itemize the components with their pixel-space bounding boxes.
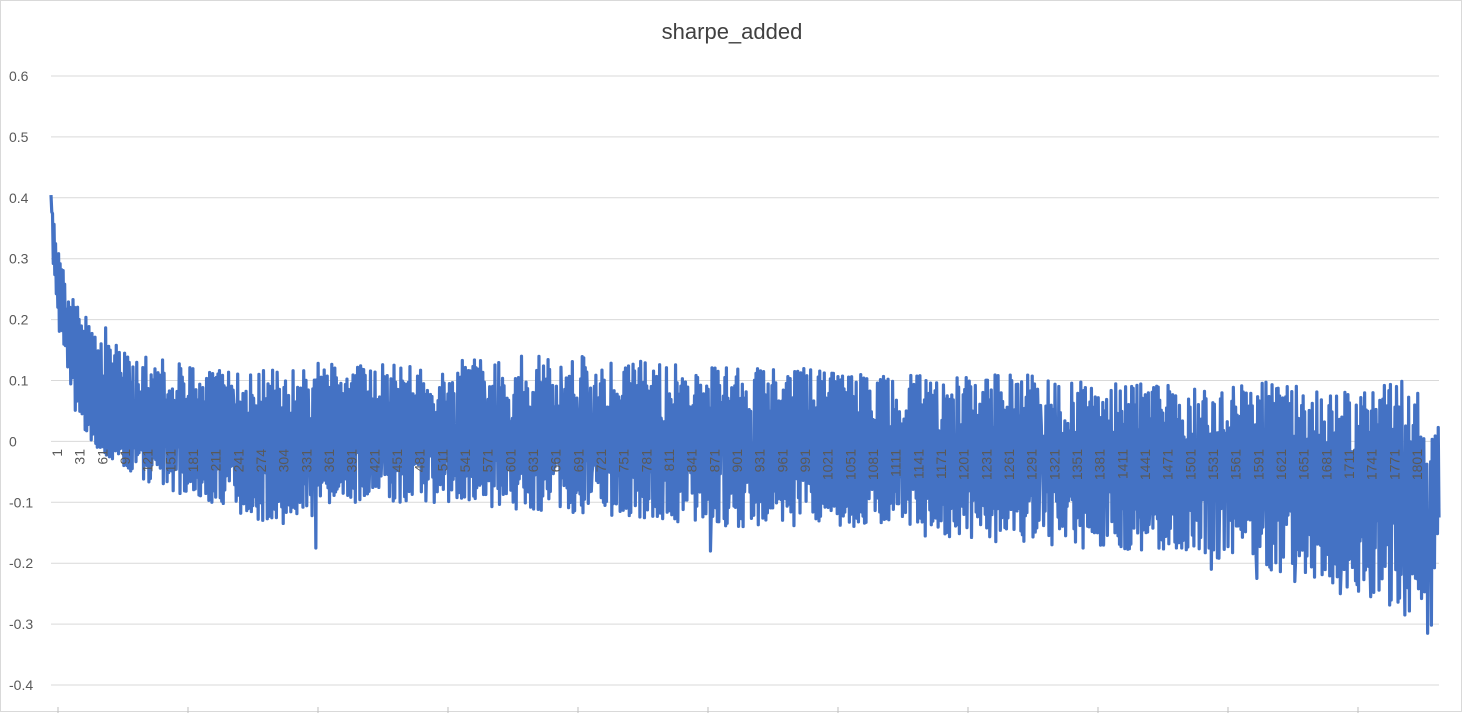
x-tick-label: 1321 xyxy=(1046,449,1062,480)
x-tick-label: 1081 xyxy=(865,449,881,480)
x-tick-label: 1591 xyxy=(1250,449,1266,480)
x-tick-label: 631 xyxy=(525,449,541,473)
x-tick-label: 1621 xyxy=(1273,449,1289,480)
series-line xyxy=(49,194,1441,635)
x-tick-label: 871 xyxy=(706,449,722,473)
x-tick-label: 601 xyxy=(502,449,518,473)
x-tick-label: 901 xyxy=(729,449,745,473)
x-tick-label: 181 xyxy=(185,449,201,473)
x-tick-label: 1471 xyxy=(1160,449,1176,480)
y-tick-label: -0.2 xyxy=(9,555,33,571)
x-tick-label: 61 xyxy=(94,449,110,465)
x-tick-label: 721 xyxy=(593,449,609,473)
x-tick-label: 1231 xyxy=(978,449,994,480)
x-tick-label: 304 xyxy=(276,449,292,473)
x-tick-label: 274 xyxy=(253,449,269,473)
x-tick-label: 1801 xyxy=(1409,449,1425,480)
x-tick-label: 1741 xyxy=(1364,449,1380,480)
x-tick-label: 961 xyxy=(774,449,790,473)
x-tick-label: 241 xyxy=(230,449,246,473)
x-tick-label: 1171 xyxy=(933,449,949,479)
x-tick-label: 661 xyxy=(548,449,564,473)
x-tick-label: 481 xyxy=(412,449,428,473)
y-tick-label: 0.5 xyxy=(9,129,29,145)
x-tick-label: 1141 xyxy=(910,449,926,479)
x-tick-label: 811 xyxy=(661,449,677,472)
x-tick-label: 1261 xyxy=(1001,449,1017,480)
x-tick-label: 91 xyxy=(117,449,133,465)
x-tick-label: 1561 xyxy=(1228,449,1244,480)
x-tick-label: 691 xyxy=(570,449,586,473)
x-tick-label: 1201 xyxy=(956,449,972,480)
y-tick-label: -0.4 xyxy=(9,677,33,693)
x-tick-label: 451 xyxy=(389,449,405,473)
x-tick-label: 1291 xyxy=(1024,449,1040,480)
y-tick-label: 0 xyxy=(9,433,17,449)
x-tick-label: 1381 xyxy=(1092,449,1108,480)
y-tick-label: 0.4 xyxy=(9,190,29,206)
x-tick-label: 121 xyxy=(140,449,156,473)
x-tick-label: 361 xyxy=(321,449,337,473)
x-tick-label: 1051 xyxy=(842,449,858,480)
x-tick-label: 1531 xyxy=(1205,449,1221,480)
x-tick-label: 1651 xyxy=(1296,449,1312,480)
x-tick-label: 571 xyxy=(480,449,496,473)
y-tick-label: 0.2 xyxy=(9,312,29,328)
x-tick-label: 541 xyxy=(457,449,473,473)
x-tick-label: 751 xyxy=(616,449,632,473)
y-tick-label: 0.1 xyxy=(9,373,29,389)
x-tick-label: 1351 xyxy=(1069,449,1085,480)
x-tick-label: 1501 xyxy=(1182,449,1198,480)
x-tick-label: 1411 xyxy=(1114,449,1130,479)
y-tick-label: 0.3 xyxy=(9,251,29,267)
x-tick-label: 211 xyxy=(208,449,224,472)
x-tick-label: 1681 xyxy=(1318,449,1334,480)
x-tick-label: 31 xyxy=(72,449,88,465)
x-tick-label: 991 xyxy=(797,449,813,473)
x-tick-label: 1441 xyxy=(1137,449,1153,480)
x-tick-label: 1 xyxy=(49,449,65,457)
x-tick-label: 151 xyxy=(162,449,178,473)
y-tick-label: -0.1 xyxy=(9,494,33,510)
y-tick-label: 0.6 xyxy=(9,68,29,84)
x-tick-label: 841 xyxy=(684,449,700,473)
x-tick-label: 1021 xyxy=(820,449,836,480)
chart-title: sharpe_added xyxy=(661,19,803,44)
x-tick-label: 1711 xyxy=(1341,449,1357,479)
y-tick-label: -0.3 xyxy=(9,616,33,632)
x-tick-label: 931 xyxy=(752,449,768,473)
x-tick-label: 1111 xyxy=(888,449,904,477)
x-tick-label: 331 xyxy=(298,449,314,473)
x-tick-label: 421 xyxy=(366,449,382,473)
x-tick-label: 511 xyxy=(434,449,450,472)
x-tick-label: 391 xyxy=(344,449,360,473)
x-tick-label: 781 xyxy=(638,449,654,473)
x-tick-label: 1771 xyxy=(1386,449,1402,480)
